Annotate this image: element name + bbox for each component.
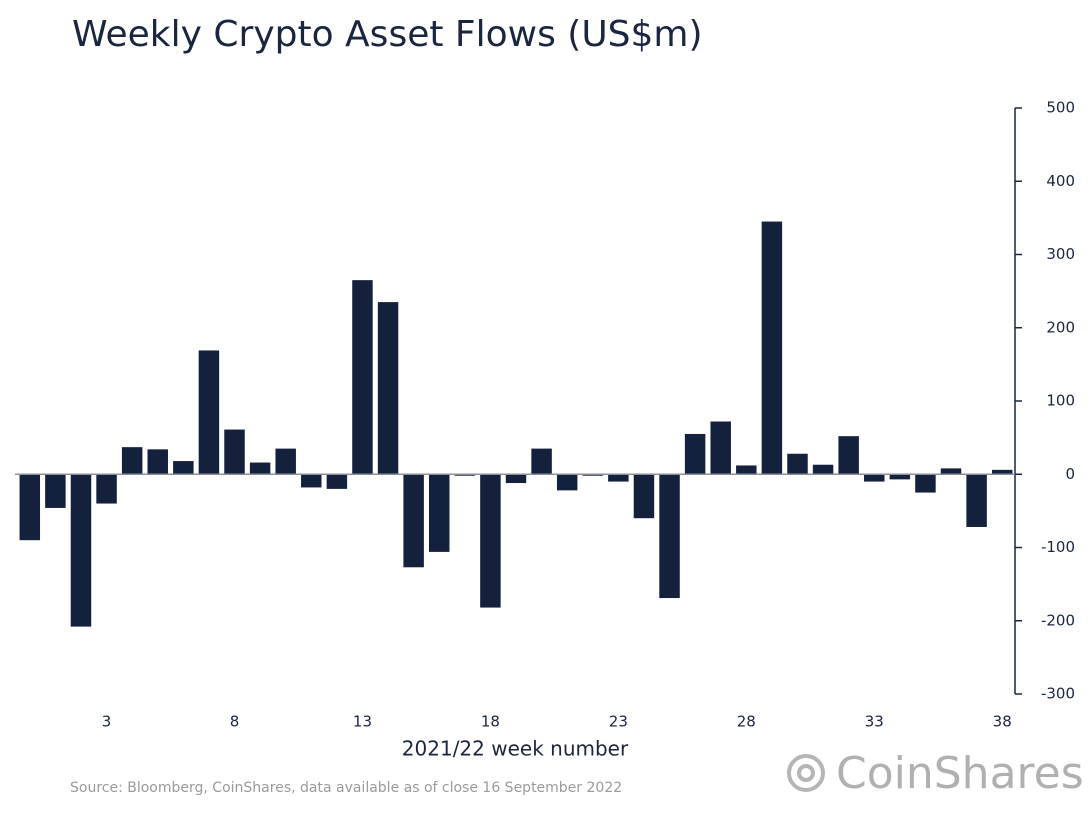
logo-icon xyxy=(787,754,825,792)
y-tick-label: 400 xyxy=(1046,172,1075,190)
bar xyxy=(505,474,527,484)
bar xyxy=(275,448,296,475)
bar xyxy=(173,461,194,475)
bar xyxy=(710,421,731,475)
x-tick-label: 28 xyxy=(737,713,756,731)
y-tick-label: 300 xyxy=(1046,245,1075,263)
bar xyxy=(19,474,41,541)
bar xyxy=(70,474,92,627)
bar xyxy=(301,474,322,488)
bar xyxy=(147,449,168,475)
bar xyxy=(377,302,399,475)
x-axis-label: 2021/22 week number xyxy=(402,737,629,761)
bar xyxy=(198,350,220,475)
bar xyxy=(736,465,757,475)
y-tick-label: -200 xyxy=(1041,611,1075,629)
bar xyxy=(531,448,552,475)
bar xyxy=(991,469,1013,475)
bar xyxy=(838,436,859,475)
bar xyxy=(96,474,117,504)
x-tick-label: 13 xyxy=(353,713,372,731)
bar xyxy=(659,474,680,599)
bar xyxy=(403,474,424,568)
bar xyxy=(761,221,783,475)
bar xyxy=(966,474,987,527)
y-tick-label: 100 xyxy=(1046,392,1075,410)
chart-title: Weekly Crypto Asset Flows (US$m) xyxy=(72,14,703,55)
bar xyxy=(556,474,578,491)
bar xyxy=(915,474,936,493)
y-tick-label: 200 xyxy=(1046,318,1075,336)
bar xyxy=(889,474,911,480)
bar xyxy=(940,468,962,475)
source-note: Source: Bloomberg, CoinShares, data avai… xyxy=(70,780,622,796)
bar xyxy=(121,447,143,475)
bar xyxy=(633,474,655,519)
bar xyxy=(45,474,66,508)
bar xyxy=(352,280,373,475)
x-tick-label: 33 xyxy=(865,713,884,731)
y-tick-label: 0 xyxy=(1065,465,1075,483)
bar xyxy=(684,433,706,475)
x-tick-label: 23 xyxy=(609,713,628,731)
bar xyxy=(224,429,245,475)
bar xyxy=(480,474,501,608)
x-tick-label: 38 xyxy=(993,713,1012,731)
bar xyxy=(428,474,450,552)
bar xyxy=(864,474,885,482)
y-tick-label: 500 xyxy=(1046,99,1075,117)
x-tick-label: 8 xyxy=(230,713,240,731)
bar xyxy=(326,474,348,489)
x-tick-label: 3 xyxy=(102,713,112,731)
bar xyxy=(249,462,271,475)
y-tick-label: -100 xyxy=(1041,538,1075,556)
bar xyxy=(812,464,834,475)
bar xyxy=(608,474,629,482)
logo-text: CoinShares xyxy=(836,748,1084,799)
y-tick-label: -300 xyxy=(1041,685,1075,703)
x-tick-label: 18 xyxy=(481,713,500,731)
bar xyxy=(787,453,808,475)
